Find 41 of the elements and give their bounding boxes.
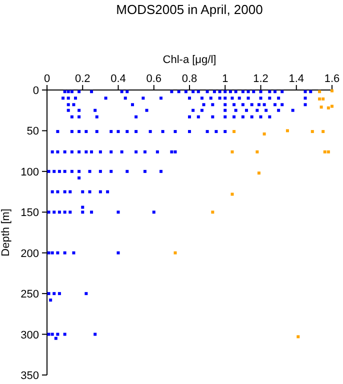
x-tick-label: 0.4 <box>110 73 126 85</box>
y-tick-label: 200 <box>20 248 39 260</box>
point <box>318 90 322 94</box>
point <box>256 150 259 154</box>
point <box>257 172 260 175</box>
x-tick-label: 0.6 <box>146 73 162 85</box>
y-axis-title: Depth [m] <box>0 208 12 256</box>
point <box>310 130 314 134</box>
point <box>174 251 177 254</box>
point <box>320 106 323 109</box>
point <box>211 210 214 214</box>
point <box>326 106 330 110</box>
y-tick-label: 100 <box>20 166 39 178</box>
point <box>330 89 334 92</box>
point <box>286 129 289 132</box>
y-tick-label: 250 <box>20 288 39 301</box>
x-tick-label: 1.4 <box>288 73 304 85</box>
point <box>232 130 236 134</box>
point <box>296 335 300 338</box>
chart-title: MODS2005 in April, 2000 <box>116 2 263 17</box>
point <box>318 97 322 100</box>
point <box>230 150 234 154</box>
x-tick-label: 0.2 <box>74 73 90 85</box>
x-tick-label: 1.2 <box>253 73 268 85</box>
point <box>322 130 325 134</box>
y-tick-label: 300 <box>20 329 39 342</box>
y-tick-label: 150 <box>20 207 39 220</box>
point <box>230 192 234 196</box>
point <box>330 104 334 108</box>
x-tick-label: 0.8 <box>182 73 198 85</box>
x-tick-label: 1.6 <box>324 73 340 85</box>
point <box>323 150 326 154</box>
point <box>322 97 325 100</box>
x-axis-title: Chl-a [μg/l] <box>162 54 216 66</box>
point <box>326 150 330 154</box>
y-tick-label: 0 <box>32 85 39 97</box>
x-tick-label: 0 <box>44 73 50 85</box>
y-tick-label: 350 <box>20 370 39 382</box>
point <box>262 132 266 136</box>
x-tick-label: 1 <box>222 73 228 85</box>
y-tick-label: 50 <box>26 126 39 138</box>
